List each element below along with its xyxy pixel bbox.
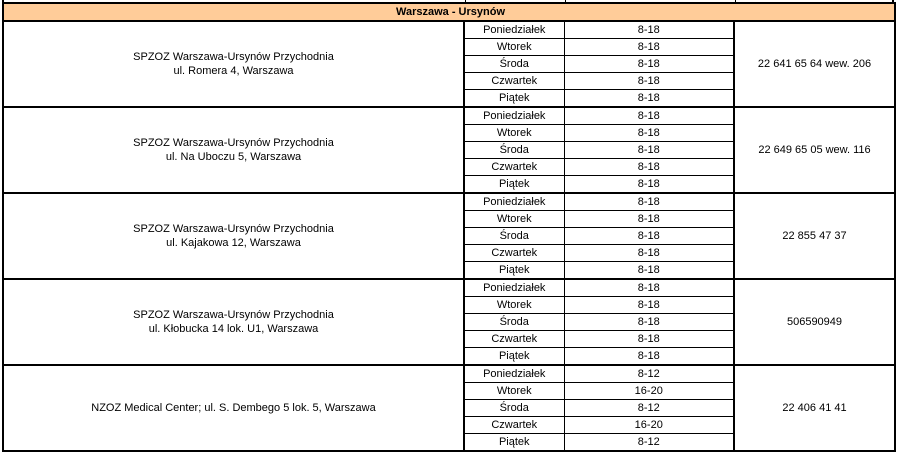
hours-cell: 8-18	[563, 72, 735, 90]
hours-cell: 8-18	[563, 89, 735, 108]
hours-cell: 8-12	[563, 433, 735, 452]
schedule-row: SPZOZ Warszawa-Ursynów Przychodnia ul. Na…	[2, 106, 897, 194]
schedule-row: SPZOZ Warszawa-Ursynów Przychodnia ul. Kł…	[2, 278, 897, 366]
day-cell: Piątek	[463, 175, 565, 194]
clinic-name: SPZOZ Warszawa-Ursynów Przychodnia	[133, 51, 334, 63]
hours-cell: 8-18	[563, 296, 735, 314]
day-cell: Piątek	[463, 433, 565, 452]
day-cell: Czwartek	[463, 416, 565, 434]
clinic-name: NZOZ Medical Center; ul. S. Dembego 5 lo…	[91, 402, 376, 414]
day-cell: Wtorek	[463, 296, 565, 314]
schedule-row: NZOZ Medical Center; ul. S. Dembego 5 lo…	[2, 364, 897, 452]
phone-cell: 506590949	[732, 278, 897, 366]
hours-cell: 8-18	[563, 227, 735, 245]
clinic-name-cell: NZOZ Medical Center; ul. S. Dembego 5 lo…	[2, 364, 465, 452]
schedule-row: SPZOZ Warszawa-Ursynów Przychodnia ul. Ro…	[2, 20, 897, 108]
hours-cell: 8-18	[563, 278, 735, 297]
schedule-row: Środa 8-18	[3, 227, 895, 245]
day-cell: Poniedziałek	[463, 278, 565, 297]
day-cell: Środa	[463, 399, 565, 417]
phone-cell: 22 649 65 05 wew. 116	[732, 106, 897, 194]
day-cell: Czwartek	[463, 330, 565, 348]
schedule-row: Czwartek 16-20	[3, 416, 895, 434]
day-cell: Wtorek	[463, 38, 565, 56]
day-cell: Poniedziałek	[463, 364, 565, 383]
hours-cell: 8-18	[563, 313, 735, 331]
hours-cell: 16-20	[563, 382, 735, 400]
section-header: Warszawa - Ursynów	[1, 2, 897, 22]
day-cell: Czwartek	[463, 158, 565, 176]
clinic-name: SPZOZ Warszawa-Ursynów Przychodnia	[133, 223, 334, 235]
day-cell: Wtorek	[463, 382, 565, 400]
schedule-row: Wtorek 8-18	[3, 38, 895, 56]
schedule-row: Czwartek 8-18	[3, 330, 895, 348]
schedule-row: Wtorek 8-18	[3, 210, 895, 228]
hours-cell: 8-18	[563, 192, 735, 211]
day-cell: Wtorek	[463, 210, 565, 228]
clinic-name-cell: SPZOZ Warszawa-Ursynów Przychodnia ul. Ro…	[2, 20, 465, 108]
day-cell: Poniedziałek	[463, 20, 565, 39]
hours-cell: 8-18	[563, 124, 735, 142]
hours-cell: 8-18	[563, 141, 735, 159]
phone-cell: 22 406 41 41	[732, 364, 897, 452]
clinic-name-cell: SPZOZ Warszawa-Ursynów Przychodnia ul. Kł…	[2, 278, 465, 366]
hours-cell: 8-12	[563, 364, 735, 383]
schedule-row: SPZOZ Warszawa-Ursynów Przychodnia ul. Ka…	[2, 192, 897, 280]
clinic-name: SPZOZ Warszawa-Ursynów Przychodnia	[133, 309, 334, 321]
day-cell: Czwartek	[463, 244, 565, 262]
phone-cell: 22 855 47 37	[732, 192, 897, 280]
clinic-name: SPZOZ Warszawa-Ursynów Przychodnia	[133, 137, 334, 149]
day-cell: Poniedziałek	[463, 192, 565, 211]
previous-row-remnant	[2, 0, 894, 3]
day-cell: Piątek	[463, 89, 565, 108]
hours-cell: 8-18	[563, 347, 735, 366]
day-cell: Poniedziałek	[463, 106, 565, 125]
day-cell: Środa	[463, 313, 565, 331]
hours-cell: 8-18	[563, 210, 735, 228]
hours-cell: 8-18	[563, 158, 735, 176]
schedule-row: Czwartek 8-18	[3, 158, 895, 176]
hours-cell: 8-18	[563, 330, 735, 348]
schedule-row: Piątek 8-18	[3, 261, 895, 280]
hours-cell: 16-20	[563, 416, 735, 434]
hours-cell: 8-18	[563, 244, 735, 262]
hours-cell: 8-18	[563, 175, 735, 194]
clinic-address: ul. Kajakowa 12, Warszawa	[166, 237, 301, 249]
schedule-row: Środa 8-18	[3, 313, 895, 331]
hours-cell: 8-18	[563, 38, 735, 56]
day-cell: Czwartek	[463, 72, 565, 90]
clinic-address: ul. Na Uboczu 5, Warszawa	[165, 151, 302, 163]
day-cell: Wtorek	[463, 124, 565, 142]
hours-cell: 8-18	[563, 106, 735, 125]
phone-cell: 22 641 65 64 wew. 206	[732, 20, 897, 108]
hours-cell: 8-18	[563, 55, 735, 73]
hours-cell: 8-18	[563, 261, 735, 280]
day-cell: Środa	[463, 141, 565, 159]
clinic-address: ul. Kłobucka 14 lok. U1, Warszawa	[148, 323, 319, 335]
clinic-address: ul. Romera 4, Warszawa	[173, 65, 294, 77]
schedule-row: Czwartek 8-18	[3, 244, 895, 262]
day-cell: Piątek	[463, 347, 565, 366]
day-cell: Piątek	[463, 261, 565, 280]
hours-cell: 8-18	[563, 20, 735, 39]
schedule-row: Środa 8-12	[3, 399, 895, 417]
clinic-name-cell: SPZOZ Warszawa-Ursynów Przychodnia ul. Ka…	[2, 192, 465, 280]
day-cell: Środa	[463, 227, 565, 245]
clinic-name-cell: SPZOZ Warszawa-Ursynów Przychodnia ul. Na…	[2, 106, 465, 194]
schedule-row: Czwartek 8-18	[3, 72, 895, 90]
day-cell: Środa	[463, 55, 565, 73]
hours-cell: 8-12	[563, 399, 735, 417]
